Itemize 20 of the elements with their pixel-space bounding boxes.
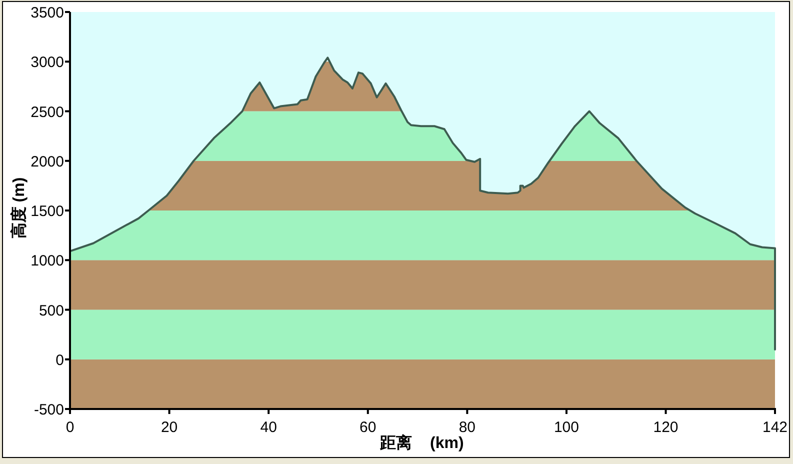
x-tick-label: 80 — [458, 419, 476, 436]
x-tick-label: 142 — [762, 419, 788, 436]
x-tick-label: 20 — [160, 419, 178, 436]
y-axis-title: 高度 (m) — [9, 177, 28, 239]
x-tick-label: 0 — [66, 419, 74, 436]
x-tick-label: 120 — [653, 419, 678, 436]
x-tick-label: 40 — [260, 419, 277, 436]
y-tick-label: 2500 — [30, 104, 64, 121]
y-tick-label: -500 — [34, 402, 64, 418]
y-tick-label: 500 — [38, 302, 64, 320]
y-tick-label: 3500 — [30, 4, 64, 22]
y-tick-label: 1500 — [30, 203, 64, 220]
y-tick-label: 1000 — [30, 252, 64, 270]
line-series — [69, 56, 776, 350]
y-tick-label: 3000 — [30, 54, 64, 72]
x-axis-title: 距离 (km) — [379, 433, 464, 452]
x-tick-label: 100 — [554, 419, 579, 436]
x-tick-label: 60 — [360, 419, 376, 436]
y-tick-label: 2000 — [30, 153, 64, 170]
y-tick-label: 0 — [56, 352, 64, 369]
